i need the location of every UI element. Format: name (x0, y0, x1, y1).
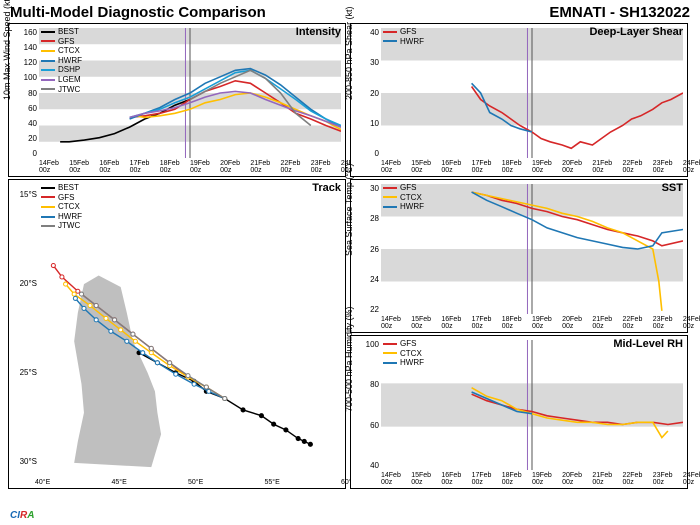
page-title: Multi-Model Diagnostic Comparison (10, 4, 266, 21)
track-yticks: 15°S20°S25°S30°S (11, 190, 37, 466)
rh-legend: GFSCTCXHWRF (383, 339, 424, 368)
intensity-plot (39, 28, 341, 158)
rh-panel: Mid-Level RH GFSCTCXHWRF 700-500 hPa Hum… (350, 335, 688, 489)
sst-xticks: 14Feb00z15Feb00z16Feb00z17Feb00z18Feb00z… (381, 316, 683, 330)
intensity-title: Intensity (296, 26, 341, 38)
track-panel: Track BESTGFSCTCXHWRFJTWC 15°S20°S25°S30… (8, 179, 346, 489)
track-title: Track (312, 182, 341, 194)
shear-legend: GFSHWRF (383, 27, 424, 46)
shear-panel: Deep-Layer Shear GFSHWRF 200-850 hPa She… (350, 23, 688, 177)
shear-xticks: 14Feb00z15Feb00z16Feb00z17Feb00z18Feb00z… (381, 160, 683, 174)
storm-id: EMNATI - SH132022 (549, 4, 690, 21)
shear-title: Deep-Layer Shear (589, 26, 683, 38)
shear-plot (381, 28, 683, 158)
shear-yticks: 403020100 (353, 28, 379, 158)
rh-yticks: 100806040 (353, 340, 379, 470)
cira-logo: CIRA (10, 510, 34, 521)
intensity-legend: BESTGFSCTCXHWRFDSHPLGEMJTWC (41, 27, 82, 94)
intensity-yticks: 160140120100806040200 (11, 28, 37, 158)
sst-yticks: 3028262422 (353, 184, 379, 314)
rh-plot (381, 340, 683, 470)
rh-xticks: 14Feb00z15Feb00z16Feb00z17Feb00z18Feb00z… (381, 472, 683, 486)
sst-title: SST (662, 182, 683, 194)
rh-title: Mid-Level RH (613, 338, 683, 350)
intensity-panel: Intensity BESTGFSCTCXHWRFDSHPLGEMJTWC 10… (8, 23, 346, 177)
sst-plot (381, 184, 683, 314)
sst-legend: GFSCTCXHWRF (383, 183, 424, 212)
intensity-xticks: 14Feb00z15Feb00z16Feb00z17Feb00z18Feb00z… (39, 160, 341, 174)
track-legend: BESTGFSCTCXHWRFJTWC (41, 183, 82, 231)
sst-panel: SST GFSCTCXHWRF Sea Surface Temp (°C) 30… (350, 179, 688, 333)
track-xticks: 40°E45°E50°E55°E60°E (35, 479, 341, 486)
